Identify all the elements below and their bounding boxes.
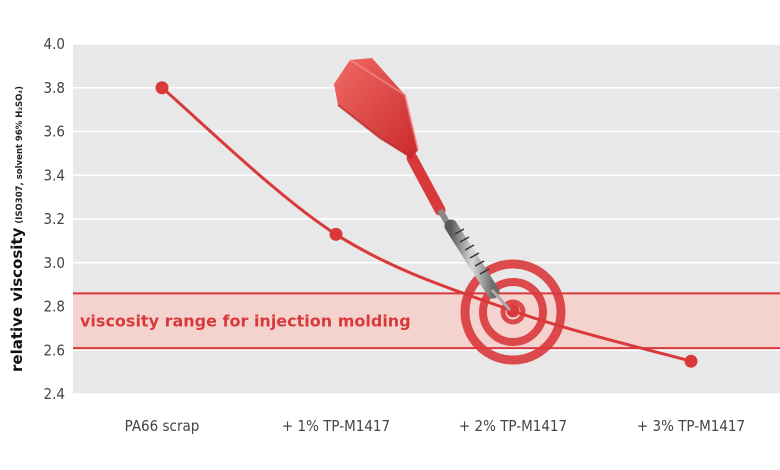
- y-axis-title-sub: (ISO307, solvent 96% H₂SO₄): [15, 86, 25, 224]
- data-point: [155, 81, 169, 95]
- band-label: viscosity range for injection molding: [80, 312, 411, 331]
- y-tick-label: 2.6: [44, 341, 65, 359]
- viscosity-series: [155, 81, 698, 368]
- x-axis-ticks: PA66 scrap + 1% TP-M1417 + 2% TP-M1417 + 3%…: [125, 417, 745, 435]
- x-tick-label: PA66 scrap: [125, 417, 200, 435]
- data-point: [329, 227, 343, 241]
- y-tick-label: 2.4: [44, 385, 65, 403]
- y-axis-ticks: 4.0 3.8 3.6 3.4 3.2 3.0 2.8 2.6 2.4: [44, 35, 65, 403]
- y-tick-label: 3.2: [44, 210, 65, 228]
- y-tick-label: 3.6: [44, 123, 65, 141]
- band-fill: [73, 293, 780, 349]
- y-tick-label: 4.0: [44, 35, 65, 53]
- y-tick-label: 3.4: [44, 166, 65, 184]
- injection-molding-band: viscosity range for injection molding: [73, 292, 780, 350]
- x-tick-label: + 2% TP-M1417: [459, 417, 567, 435]
- dart-icon: [334, 58, 512, 312]
- target-icon: [460, 259, 566, 365]
- y-tick-label: 2.8: [44, 298, 65, 316]
- series-line: [161, 86, 692, 363]
- data-point: [684, 354, 698, 368]
- y-axis-title-main: relative viscosity: [8, 227, 26, 372]
- x-tick-label: + 3% TP-M1417: [637, 417, 745, 435]
- y-tick-label: 3.8: [44, 79, 65, 97]
- x-tick-label: + 1% TP-M1417: [282, 417, 390, 435]
- y-axis-title: relative viscosity (ISO307, solvent 96% H…: [8, 86, 26, 372]
- y-tick-label: 3.0: [44, 254, 65, 272]
